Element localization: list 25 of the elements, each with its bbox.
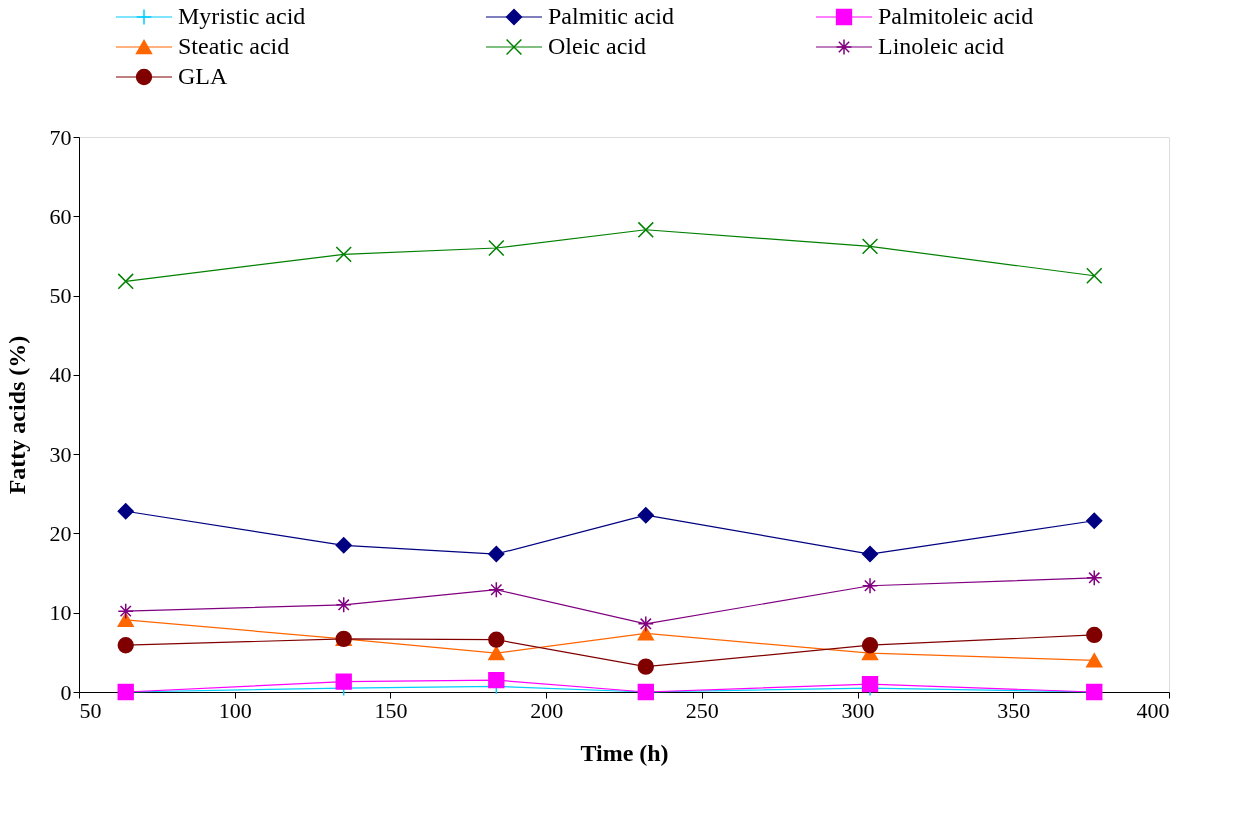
y-axis-title: Fatty acids (%) [3,335,30,495]
x-tick-label: 200 [530,697,564,723]
x-tick-label: 50 [79,697,102,723]
x-tick-label: 250 [685,697,719,723]
x-tick-label: 300 [841,697,875,723]
y-tick-label: 0 [60,679,72,705]
y-tick-label: 20 [49,520,72,546]
x-tick-label: 100 [218,697,252,723]
x-axis-title: Time (h) [580,739,669,766]
legend-label: GLA [178,63,228,89]
y-tick-label: 40 [49,362,72,388]
legend-label: Oleic acid [548,33,646,59]
x-tick-label: 400 [1136,697,1170,723]
legend-label: Palmitoleic acid [878,3,1034,29]
legend-label: Myristic acid [178,3,306,29]
y-tick-label: 10 [49,600,72,626]
legend-label: Linoleic acid [878,33,1004,59]
y-tick-label: 70 [49,124,72,150]
y-tick-label: 30 [49,441,72,467]
legend-label: Steatic acid [178,33,290,59]
x-tick-label: 350 [997,697,1031,723]
legend-label: Palmitic acid [548,3,674,29]
x-tick-label: 150 [374,697,408,723]
y-tick-label: 50 [49,283,72,309]
y-tick-label: 60 [49,203,72,229]
